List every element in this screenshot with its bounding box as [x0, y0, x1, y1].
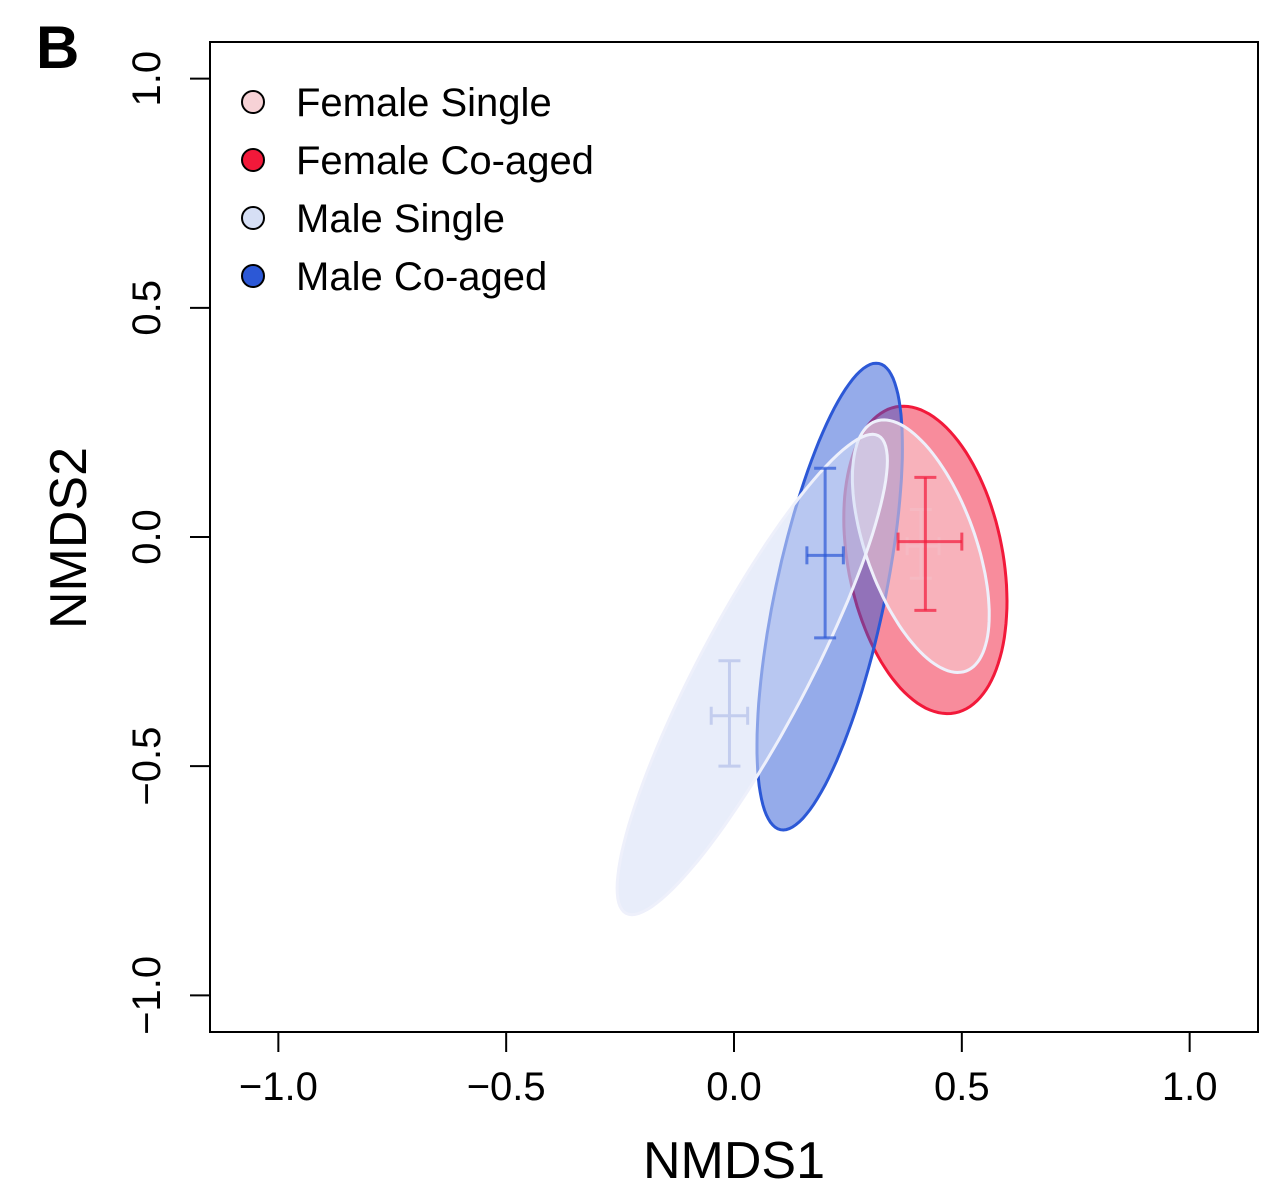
- legend-swatch: [241, 264, 265, 288]
- panel-label: B: [36, 14, 79, 81]
- legend-swatch: [241, 148, 265, 172]
- legend-label: Female Single: [296, 81, 552, 125]
- y-tick-label: −1.0: [125, 956, 169, 1035]
- ellipse-layer: [615, 361, 1009, 917]
- legend-swatch: [241, 90, 265, 114]
- y-axis: −1.0 −0.5 0.0 0.5 1.0: [125, 51, 211, 1035]
- x-tick-label: 0.0: [706, 1065, 762, 1109]
- y-tick-label: 0.5: [125, 280, 169, 336]
- errorbar-layer: [709, 466, 964, 768]
- legend-item-female-co-aged: Female Co-aged: [241, 139, 594, 183]
- errorbar-female-single: [905, 508, 941, 580]
- legend-item-male-single: Male Single: [241, 197, 505, 241]
- legend-label: Female Co-aged: [296, 139, 594, 183]
- legend: Female Single Female Co-aged Male Single Ma…: [241, 81, 594, 299]
- legend-label: Male Single: [296, 197, 505, 241]
- legend-label: Male Co-aged: [296, 255, 547, 299]
- x-tick-label: 0.5: [934, 1065, 990, 1109]
- errorbar-male-single: [709, 659, 750, 768]
- x-tick-label: 1.0: [1162, 1065, 1218, 1109]
- x-tick-label: −0.5: [467, 1065, 546, 1109]
- legend-item-male-co-aged: Male Co-aged: [241, 255, 547, 299]
- y-tick-label: 1.0: [125, 51, 169, 107]
- errorbar-male-co-aged: [805, 466, 845, 640]
- y-tick-label: −0.5: [125, 727, 169, 806]
- x-axis: −1.0 −0.5 0.0 0.5 1.0: [239, 1031, 1218, 1109]
- x-tick-label: −1.0: [239, 1065, 318, 1109]
- legend-item-female-single: Female Single: [241, 81, 552, 125]
- y-tick-label: 0.0: [125, 509, 169, 565]
- plot-frame: [209, 41, 1259, 1033]
- errorbar-female-co-aged: [896, 475, 964, 612]
- y-axis-title: NMDS2: [40, 447, 98, 629]
- x-axis-title: NMDS1: [643, 1132, 825, 1186]
- legend-swatch: [241, 206, 265, 230]
